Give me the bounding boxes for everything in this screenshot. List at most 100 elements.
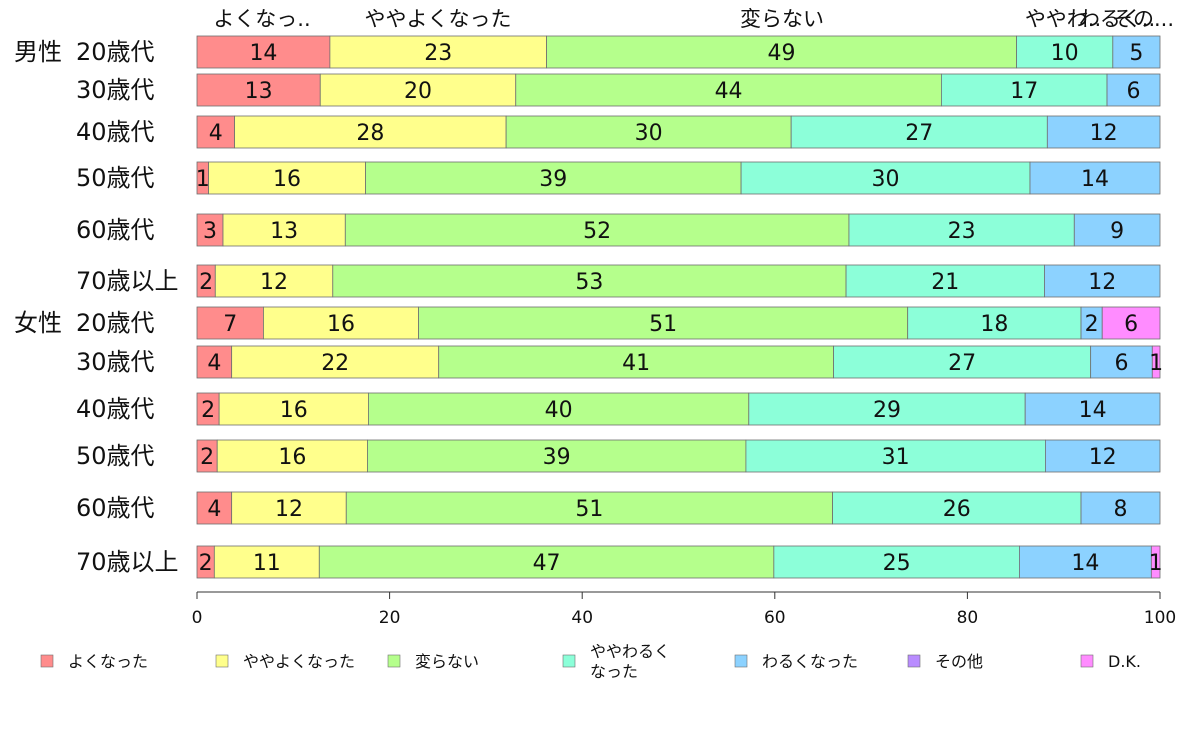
row-label: 60歳代 [76, 494, 155, 522]
bar-value-label: 31 [882, 445, 910, 470]
bar-segment [1150, 545, 1161, 579]
bar-value-label: 14 [1071, 551, 1099, 576]
bar-value-label: 47 [533, 551, 561, 576]
legend-swatch [734, 654, 748, 668]
bar-segment [745, 439, 1046, 473]
legend-swatch [562, 654, 576, 668]
bar-value-label: 1 [196, 167, 210, 192]
bar-segment [790, 115, 1048, 149]
bar-segment [1112, 35, 1161, 69]
top-category-label: ややわ.. [1025, 7, 1101, 31]
bar-segment [234, 115, 507, 149]
bar-segment [1029, 161, 1161, 195]
x-tick-label: 40 [571, 608, 593, 628]
bar-value-label: 14 [1081, 167, 1109, 192]
bar-segment [196, 73, 321, 107]
bar-value-label: 12 [275, 497, 303, 522]
bar-segment [208, 161, 366, 195]
bar-segment [263, 306, 419, 340]
row-label: 70歳以上 [76, 267, 179, 295]
bar-segment [196, 306, 264, 340]
bar-value-label: 21 [931, 270, 959, 295]
x-tick-label: 0 [192, 608, 203, 628]
legend-swatch [387, 654, 401, 668]
bar-segment [848, 213, 1075, 247]
bar-segment [418, 306, 909, 340]
bar-segment [1044, 264, 1161, 298]
bar-value-label: 12 [1089, 445, 1117, 470]
bar-value-label: 4 [207, 497, 221, 522]
legend-label-line: ややわるく [590, 642, 670, 661]
bar-segment [1024, 392, 1161, 426]
legend-swatch [1080, 654, 1094, 668]
bar-value-label: 25 [883, 551, 911, 576]
group-label: 男性 [14, 38, 62, 66]
group-label: 女性 [14, 309, 62, 337]
bar-value-label: 40 [545, 398, 573, 423]
bar-value-label: 30 [872, 167, 900, 192]
bar-segment [1106, 73, 1161, 107]
bar-value-label: 1 [1149, 551, 1163, 576]
top-category-label: よくなっ.. [213, 7, 310, 31]
bar-value-label: 23 [424, 41, 452, 66]
bar-value-label: 39 [543, 445, 571, 470]
bar-segment [1019, 545, 1152, 579]
legend-label: ややよくなった [243, 652, 355, 671]
legend-label: その他 [935, 652, 983, 671]
bar-value-label: 17 [1010, 79, 1038, 104]
bar-segment [438, 345, 834, 379]
bar-value-label: 16 [278, 445, 306, 470]
legend-label: D.K. [1108, 652, 1141, 671]
row-label: 70歳以上 [76, 548, 179, 576]
bar-value-label: 7 [223, 312, 237, 337]
legend-swatch [907, 654, 921, 668]
bar-segment [214, 264, 334, 298]
bar-value-label: 51 [575, 497, 603, 522]
bar-segment [213, 545, 320, 579]
bar-value-label: 18 [980, 312, 1008, 337]
bar-value-label: 27 [905, 121, 933, 146]
row-label: 30歳代 [76, 348, 155, 376]
row-label: 30歳代 [76, 76, 155, 104]
bar-segment [196, 345, 233, 379]
bar-value-label: 16 [280, 398, 308, 423]
legend-swatch [215, 654, 229, 668]
bar-value-label: 2 [199, 270, 213, 295]
bar-value-label: 12 [260, 270, 288, 295]
row-label: 20歳代 [76, 38, 155, 66]
bar-value-label: 11 [253, 551, 281, 576]
bar-value-label: 2 [201, 398, 215, 423]
bar-value-label: 28 [356, 121, 384, 146]
x-tick-label: 100 [1144, 608, 1176, 628]
top-category-label: その... [1112, 7, 1174, 31]
bar-value-label: 51 [649, 312, 677, 337]
legend-swatch [40, 654, 54, 668]
bar-value-label: 22 [321, 351, 349, 376]
bar-value-label: 12 [1088, 270, 1116, 295]
legend-label: 変らない [415, 652, 479, 671]
bar-segment [367, 439, 747, 473]
row-label: 20歳代 [76, 309, 155, 337]
x-tick-label: 20 [379, 608, 401, 628]
bar-segment [222, 213, 346, 247]
bar-value-label: 6 [1124, 312, 1138, 337]
row-label: 50歳代 [76, 442, 155, 470]
bar-segment [216, 439, 368, 473]
bar-segment [773, 545, 1020, 579]
bar-value-label: 6 [1114, 351, 1128, 376]
bar-value-label: 10 [1051, 41, 1079, 66]
top-category-label: わるく.. [1079, 7, 1155, 31]
bar-segment [345, 491, 833, 525]
bar-value-label: 13 [270, 219, 298, 244]
bar-value-label: 2 [200, 445, 214, 470]
x-tick-label: 80 [957, 608, 979, 628]
top-category-label: 変らない [740, 7, 824, 31]
bar-segment [196, 115, 235, 149]
x-tick-label: 60 [764, 608, 786, 628]
bar-value-label: 16 [273, 167, 301, 192]
bar-value-label: 4 [207, 351, 221, 376]
bar-value-label: 14 [1079, 398, 1107, 423]
bar-value-label: 9 [1110, 219, 1124, 244]
bar-value-label: 52 [583, 219, 611, 244]
bar-segment [1101, 306, 1161, 340]
